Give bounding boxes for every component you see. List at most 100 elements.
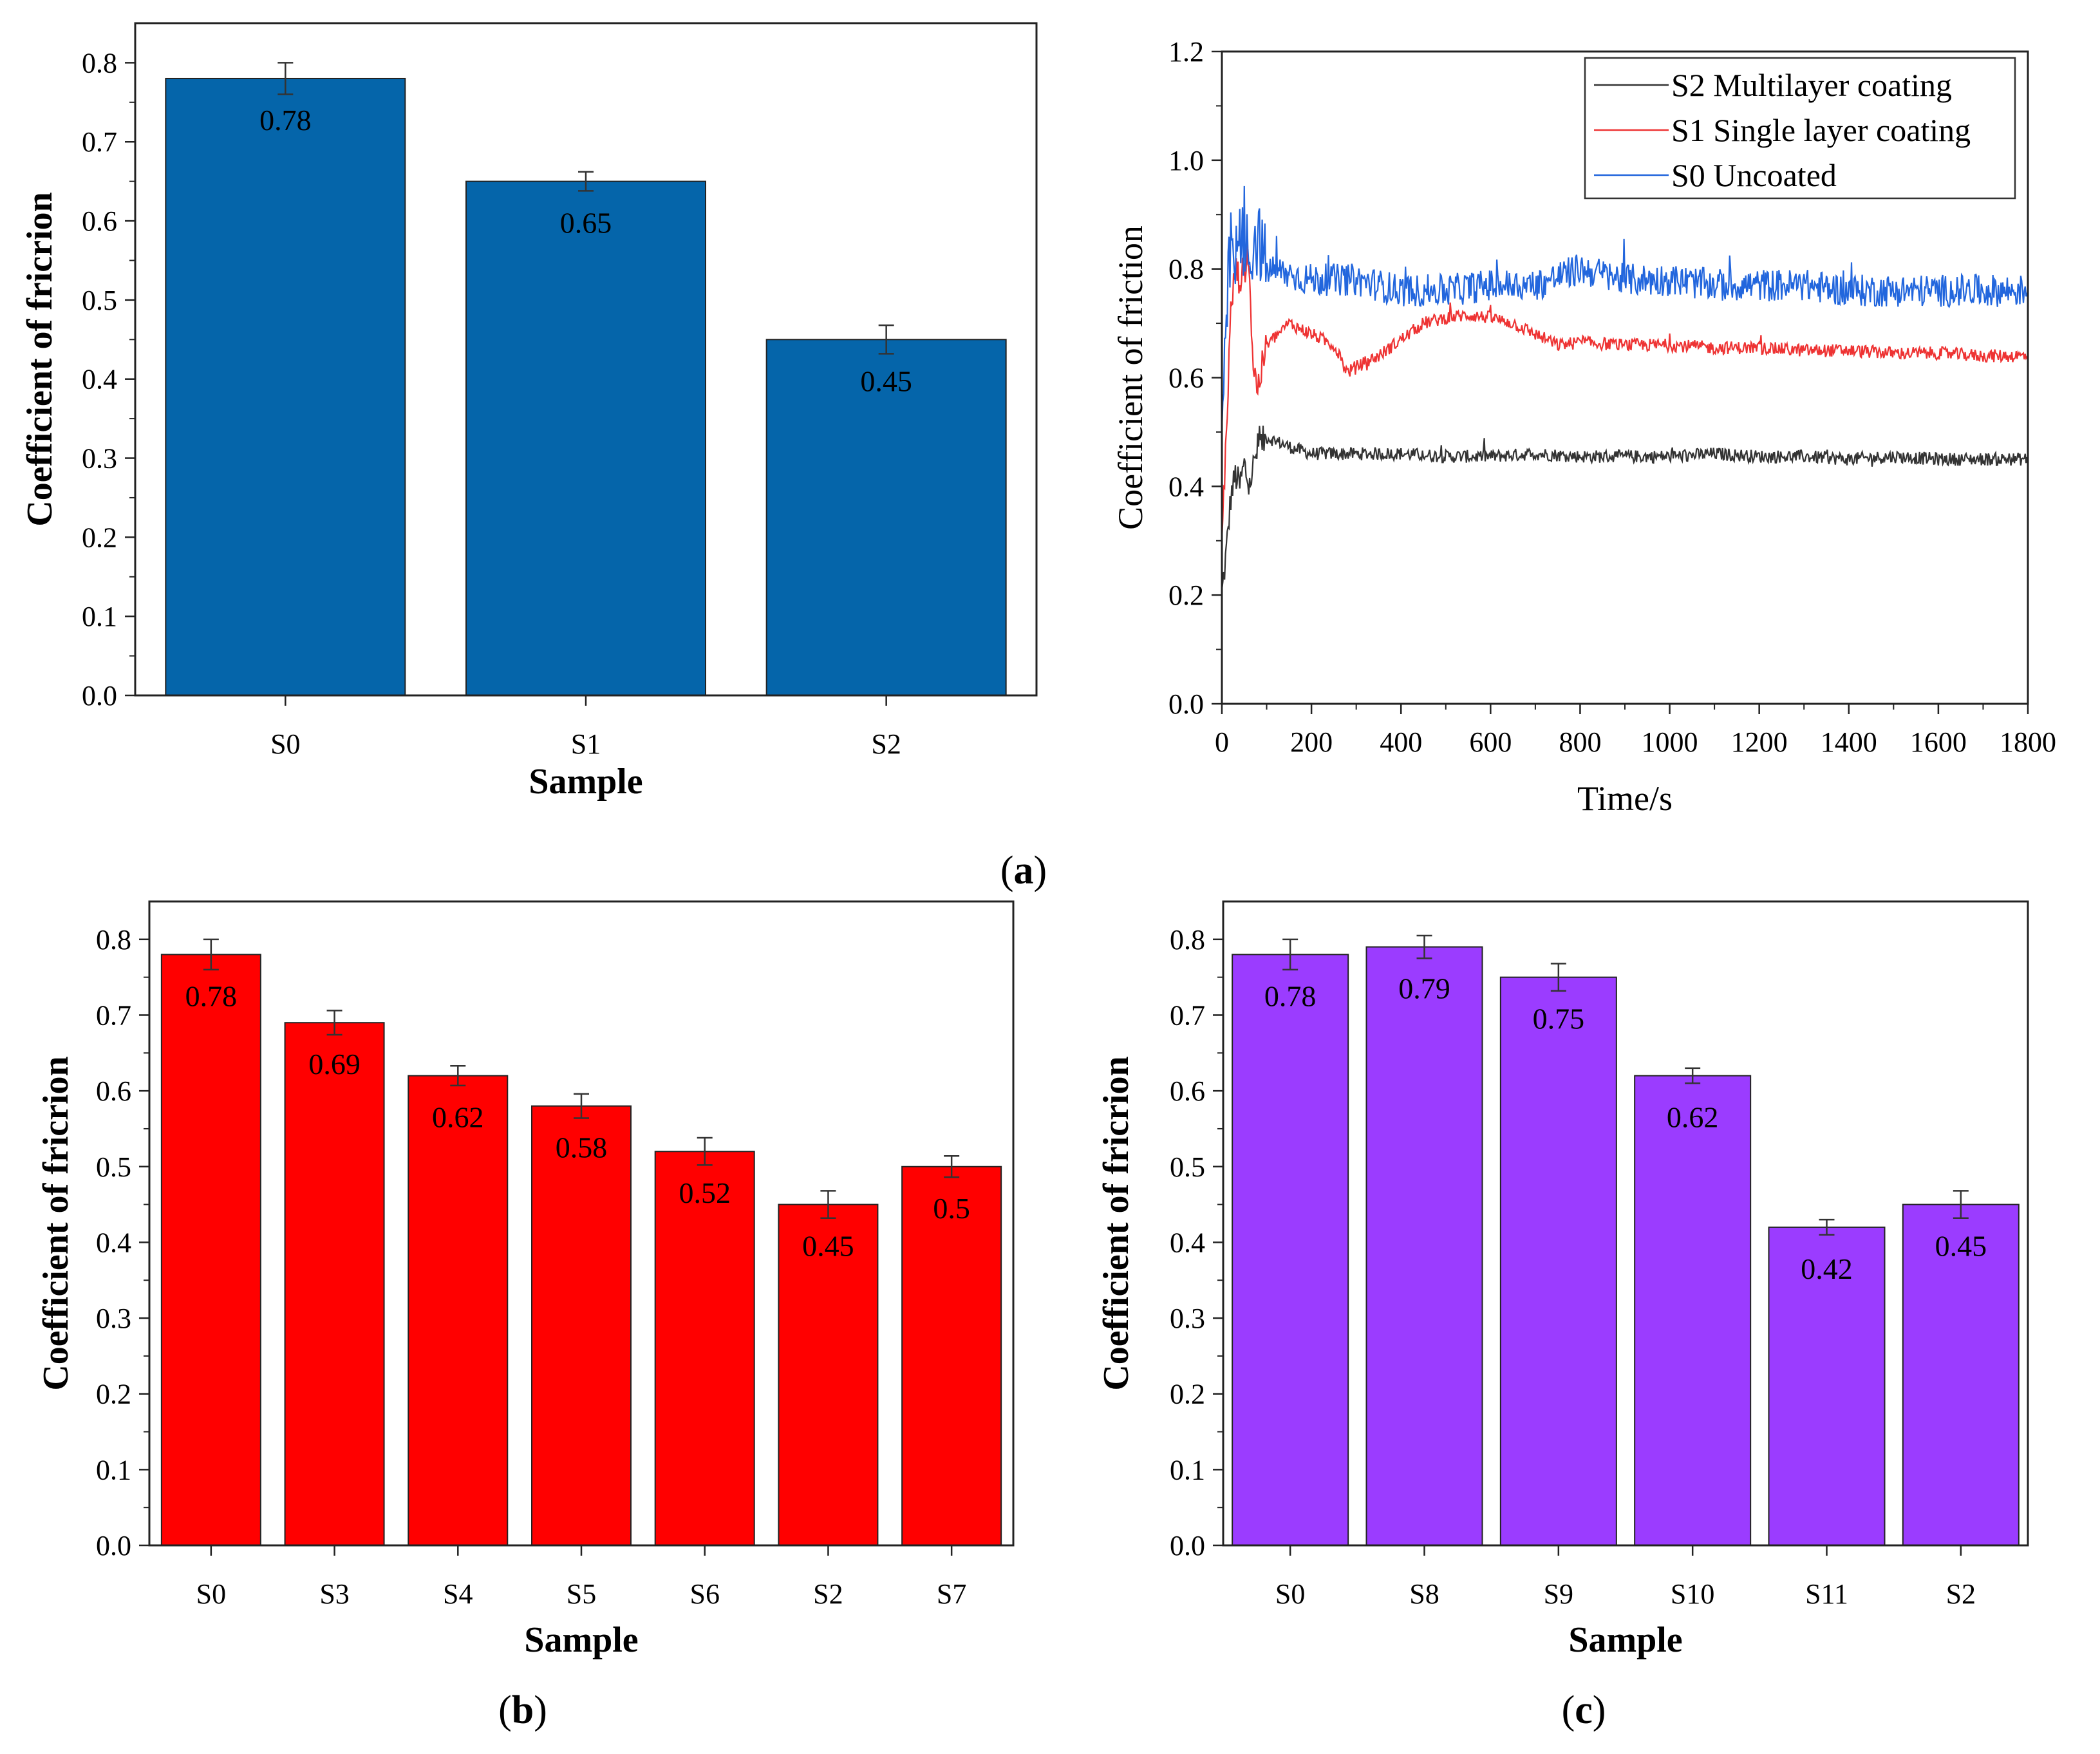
x-tick-label-S0: S0	[270, 728, 300, 760]
bar-S2	[778, 1203, 879, 1546]
y-tick-label: 0.3	[1170, 1303, 1205, 1334]
error-bar-S3	[326, 1010, 342, 1036]
x-tick-label-S2: S2	[813, 1578, 843, 1610]
x-tick-label-S7: S7	[937, 1578, 966, 1610]
bar-S2	[1902, 1203, 2020, 1546]
x-tick-label: 0	[1215, 726, 1229, 758]
bar-S3	[284, 1022, 385, 1547]
error-bar-S8	[1416, 934, 1432, 959]
bar-S5	[531, 1105, 632, 1547]
y-axis-title: Coefficient of friction	[1111, 225, 1150, 530]
y-tick-label: 0.1	[1170, 1454, 1205, 1485]
y-axis-title: Coefficient of fricrion	[36, 1056, 76, 1390]
data-label-S2: 0.45	[802, 1230, 854, 1263]
x-tick-label: 800	[1559, 726, 1601, 758]
error-bar-S7	[944, 1155, 960, 1178]
chart-b-bar: 0.78 S0 0.69 S3 0.62 S4 0.58 S5 0.52 S6 0.45 S2 0.5 S…	[36, 900, 1015, 1660]
bar-S8	[1365, 946, 1483, 1546]
y-tick-label: 0.0	[96, 1530, 131, 1561]
y-tick-label: 0.4	[1168, 471, 1204, 502]
x-tick-label: 600	[1469, 726, 1512, 758]
data-label-S0: 0.78	[1264, 979, 1317, 1012]
x-axis-title: Sample	[1568, 1620, 1682, 1660]
data-label-S2: 0.45	[1935, 1230, 1987, 1263]
y-tick-label: 0.7	[1170, 999, 1205, 1031]
bar-S4	[408, 1075, 509, 1546]
data-label-S4: 0.62	[432, 1101, 484, 1134]
plot-frame	[1221, 50, 2029, 705]
x-tick-label: 1000	[1642, 726, 1698, 758]
series-line-2	[1221, 240, 2029, 540]
y-tick-label: 0.5	[96, 1151, 131, 1183]
data-label-S8: 0.79	[1398, 972, 1450, 1005]
bar-S1	[465, 180, 706, 697]
x-tick-label-S5: S5	[567, 1578, 596, 1610]
legend-label-3: S0 Uncoated	[1671, 157, 1837, 193]
y-tick-label: 0.3	[82, 443, 117, 475]
y-tick-label: 0.0	[1168, 688, 1204, 720]
plot-frame	[134, 22, 1038, 697]
y-tick-label: 0.7	[82, 126, 117, 158]
data-label-S1: 0.65	[560, 207, 612, 240]
y-tick-label: 0.6	[1168, 363, 1204, 394]
y-tick-label: 0.0	[82, 680, 117, 712]
legend: S2 Multilayer coating S1 Single layer coa…	[1584, 57, 2016, 200]
plot-frame	[1222, 900, 2029, 1547]
bar-S7	[901, 1165, 1002, 1546]
y-tick-label: 0.8	[96, 924, 131, 956]
y-tick-label: 0.6	[82, 205, 117, 237]
y-tick-label: 1.0	[1168, 145, 1204, 176]
error-bar-S0	[277, 62, 294, 95]
panel-label-c: (c)	[1562, 1688, 1606, 1732]
panel-label-a: (a)	[1000, 849, 1047, 892]
data-label-S10: 0.62	[1667, 1101, 1719, 1134]
error-bar-S0	[1282, 938, 1298, 971]
y-axis-title: Coefficient of fricrion	[1096, 1056, 1136, 1390]
data-label-S0: 0.78	[259, 104, 312, 137]
y-tick-label: 0.8	[1170, 924, 1205, 956]
bar-S0	[165, 77, 406, 697]
y-tick-label: 0.0	[1170, 1530, 1205, 1561]
chart-a-bar: 0.78 S0 0.65 S1 0.45 S2 0.0 0.1 0.2 0.3 0.4 0.5 0.6 0…	[20, 22, 1038, 802]
x-tick-label-S1: S1	[571, 728, 601, 760]
error-bar-S2	[878, 324, 894, 355]
x-tick-label-S0: S0	[196, 1578, 226, 1610]
x-tick-label-S10: S10	[1671, 1578, 1714, 1610]
data-label-S7: 0.5	[933, 1192, 970, 1225]
y-tick-label: 0.2	[82, 522, 117, 553]
error-bar-S11	[1819, 1218, 1835, 1236]
error-bar-S5	[574, 1093, 589, 1119]
y-tick-label: 0.2	[1168, 580, 1204, 611]
x-tick-label-S2: S2	[1946, 1578, 1976, 1610]
panel-label-b: (b)	[498, 1688, 547, 1732]
x-tick-label-S9: S9	[1544, 1578, 1573, 1610]
y-tick-label: 0.4	[1170, 1227, 1205, 1258]
y-tick-label: 0.6	[1170, 1075, 1205, 1107]
bar-S0	[1232, 954, 1349, 1546]
x-tick-label: 400	[1380, 726, 1422, 758]
error-bar-S2	[820, 1190, 836, 1220]
data-label-S3: 0.69	[308, 1048, 361, 1080]
y-tick-label: 0.4	[82, 364, 117, 395]
x-tick-label-S3: S3	[319, 1578, 349, 1610]
error-bar-S2	[1953, 1190, 1969, 1220]
data-label-S2: 0.45	[860, 364, 912, 397]
bar-S11	[1768, 1226, 1886, 1546]
y-tick-label: 0.2	[1170, 1379, 1205, 1410]
error-bar-S10	[1685, 1067, 1701, 1084]
x-tick-label: 200	[1290, 726, 1333, 758]
bar-S6	[654, 1151, 755, 1547]
bar-S0	[160, 954, 261, 1546]
chart-a-line: 0 200 400 600 800 1000 1200 1400 1600 1800 0.0 0.2 0…	[1111, 36, 2056, 818]
bar-S2	[765, 339, 1007, 696]
data-label-S0: 0.78	[185, 979, 238, 1012]
x-tick-label-S8: S8	[1409, 1578, 1439, 1610]
plot-frame	[148, 900, 1015, 1547]
x-tick-label: 1400	[1821, 726, 1877, 758]
chart-c-bar: 0.78 S0 0.79 S8 0.75 S9 0.62 S10 0.42 S11 0.45 S2 0.…	[1096, 900, 2029, 1660]
bar-S10	[1634, 1075, 1752, 1546]
legend-label-2: S1 Single layer coating	[1671, 112, 1971, 148]
x-tick-label-S6: S6	[689, 1578, 719, 1610]
x-axis-title: Time/s	[1577, 779, 1673, 818]
